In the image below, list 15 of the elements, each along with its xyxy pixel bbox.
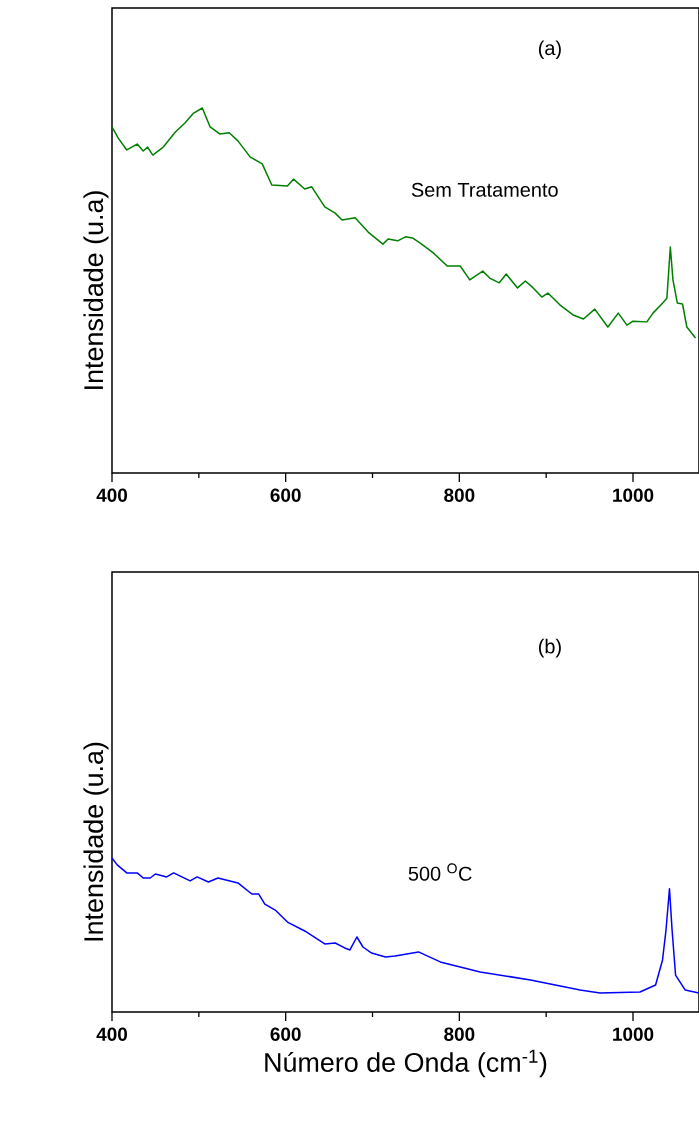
text: (b) [538, 638, 561, 658]
x-tick-label: 400 [96, 488, 128, 502]
x-axis-title: Número de Onda (cm$^{-1}$) [265, 1049, 547, 1078]
x-tick-label: 600 [270, 488, 301, 502]
x-tick-label: 800 [444, 1027, 475, 1041]
text: (a) [538, 40, 561, 60]
annotation: 500 $^{O}$C [408, 863, 472, 881]
x-tick-label: 600 [270, 1027, 301, 1041]
x-tick-label: 400 [96, 1027, 128, 1041]
x-tick-label: 800 [444, 488, 475, 502]
annotation: Sem Tratamento [411, 182, 558, 197]
x-tick-label: 1000 [613, 488, 654, 502]
y-axis-title: Intensidade (u.a) [83, 191, 109, 389]
x-tick-label: 1000 [613, 1027, 654, 1041]
y-axis-title: Intensidade (u.a) [83, 742, 109, 941]
